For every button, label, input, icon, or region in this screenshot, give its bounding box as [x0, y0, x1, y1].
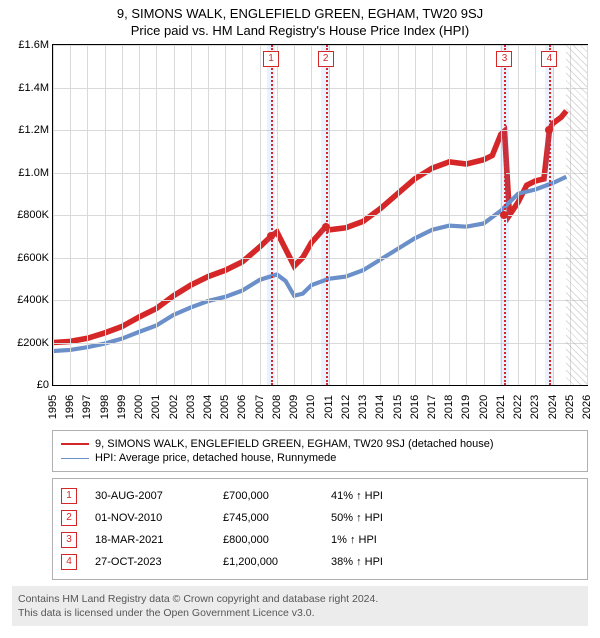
- x-axis-label: 2005: [219, 395, 231, 419]
- event-row: 2 01-NOV-2010 £745,000 50% ↑ HPI: [61, 507, 579, 529]
- event-pct: 50% ↑ HPI: [331, 512, 411, 524]
- x-axis-label: 2018: [443, 395, 455, 419]
- event-line: [326, 45, 328, 385]
- y-axis-label: £1.4M: [7, 82, 49, 94]
- x-axis-label: 2025: [564, 395, 576, 419]
- x-axis-label: 2026: [581, 395, 593, 419]
- y-axis-label: £1.2M: [7, 124, 49, 136]
- event-marker: 2: [318, 51, 334, 67]
- y-axis-label: £600K: [7, 252, 49, 264]
- x-axis-label: 2021: [495, 395, 507, 419]
- x-axis-label: 2012: [340, 395, 352, 419]
- x-axis-label: 2014: [374, 395, 386, 419]
- price-chart: £0£200K£400K£600K£800K£1.0M£1.2M£1.4M£1.…: [52, 44, 588, 386]
- event-row: 1 30-AUG-2007 £700,000 41% ↑ HPI: [61, 485, 579, 507]
- event-price: £700,000: [223, 490, 313, 502]
- x-axis-label: 1995: [47, 395, 59, 419]
- event-pct: 38% ↑ HPI: [331, 556, 411, 568]
- event-marker: 3: [496, 51, 512, 67]
- forecast-hatch: [566, 45, 587, 385]
- x-axis-label: 2009: [288, 395, 300, 419]
- event-number: 1: [61, 488, 77, 504]
- x-axis-label: 1996: [64, 395, 76, 419]
- event-date: 27-OCT-2023: [95, 556, 205, 568]
- legend-label: 9, SIMONS WALK, ENGLEFIELD GREEN, EGHAM,…: [95, 438, 494, 450]
- event-date: 30-AUG-2007: [95, 490, 205, 502]
- x-axis-label: 2002: [168, 395, 180, 419]
- x-axis-label: 2001: [150, 395, 162, 419]
- sale-point: [500, 211, 508, 219]
- x-axis-label: 2020: [478, 395, 490, 419]
- event-price: £745,000: [223, 512, 313, 524]
- x-axis-label: 1997: [81, 395, 93, 419]
- x-axis-label: 2015: [392, 395, 404, 419]
- event-pct: 1% ↑ HPI: [331, 534, 411, 546]
- events-table: 130-AUG-2007£700,00041% ↑ HPI201-NOV-201…: [52, 478, 588, 580]
- legend-item: HPI: Average price, detached house, Runn…: [61, 451, 579, 465]
- x-axis-label: 2000: [133, 395, 145, 419]
- legend-swatch: [61, 443, 89, 445]
- x-axis-label: 2013: [357, 395, 369, 419]
- footer-attribution: Contains HM Land Registry data © Crown c…: [12, 586, 588, 626]
- event-pct: 41% ↑ HPI: [331, 490, 411, 502]
- y-axis-label: £400K: [7, 294, 49, 306]
- x-axis-label: 2008: [271, 395, 283, 419]
- chart-subtitle: Price paid vs. HM Land Registry's House …: [6, 23, 594, 38]
- x-axis-label: 2024: [547, 395, 559, 419]
- y-axis-label: £1.0M: [7, 167, 49, 179]
- x-axis-label: 2007: [254, 395, 266, 419]
- sale-point: [267, 232, 275, 240]
- chart-title: 9, SIMONS WALK, ENGLEFIELD GREEN, EGHAM,…: [6, 6, 594, 21]
- event-row: 3 18-MAR-2021 £800,000 1% ↑ HPI: [61, 529, 579, 551]
- event-number: 4: [61, 554, 77, 570]
- event-line: [549, 45, 551, 385]
- y-axis-label: £1.6M: [7, 39, 49, 51]
- event-date: 01-NOV-2010: [95, 512, 205, 524]
- event-number: 2: [61, 510, 77, 526]
- x-axis-label: 2004: [202, 395, 214, 419]
- y-axis-label: £200K: [7, 337, 49, 349]
- x-axis-label: 1998: [99, 395, 111, 419]
- footer-line: This data is licensed under the Open Gov…: [18, 606, 582, 620]
- y-axis-label: £800K: [7, 209, 49, 221]
- event-row: 4 27-OCT-2023 £1,200,000 38% ↑ HPI: [61, 551, 579, 573]
- event-number: 3: [61, 532, 77, 548]
- event-price: £1,200,000: [223, 556, 313, 568]
- chart-legend: 9, SIMONS WALK, ENGLEFIELD GREEN, EGHAM,…: [52, 430, 588, 472]
- legend-label: HPI: Average price, detached house, Runn…: [95, 452, 336, 464]
- event-marker: 4: [541, 51, 557, 67]
- legend-item: 9, SIMONS WALK, ENGLEFIELD GREEN, EGHAM,…: [61, 437, 579, 451]
- legend-swatch: [61, 458, 89, 459]
- y-axis-label: £0: [7, 379, 49, 391]
- x-axis-label: 2016: [409, 395, 421, 419]
- x-axis-label: 2006: [236, 395, 248, 419]
- event-price: £800,000: [223, 534, 313, 546]
- x-axis-label: 2011: [323, 395, 335, 419]
- footer-line: Contains HM Land Registry data © Crown c…: [18, 592, 582, 606]
- x-axis-label: 2003: [185, 395, 197, 419]
- x-axis-label: 2022: [512, 395, 524, 419]
- x-axis-label: 2017: [426, 395, 438, 419]
- sale-point: [322, 223, 330, 231]
- x-axis-label: 2023: [529, 395, 541, 419]
- x-axis-label: 2019: [460, 395, 472, 419]
- sale-point: [545, 126, 553, 134]
- x-axis-label: 1999: [116, 395, 128, 419]
- x-axis-label: 2010: [305, 395, 317, 419]
- event-date: 18-MAR-2021: [95, 534, 205, 546]
- series-line: [53, 111, 566, 343]
- event-line: [271, 45, 273, 385]
- event-marker: 1: [263, 51, 279, 67]
